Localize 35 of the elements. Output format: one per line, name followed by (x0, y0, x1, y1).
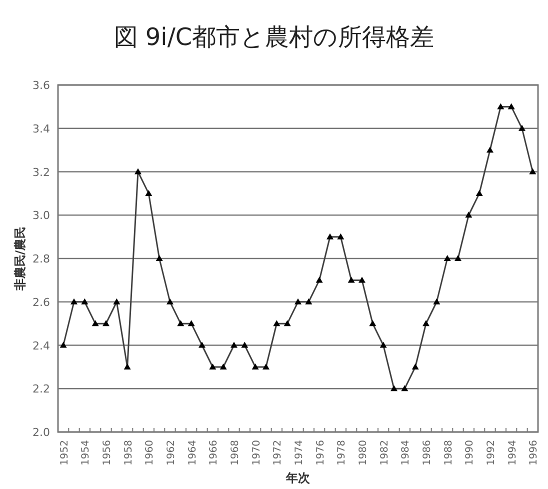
x-tick-label: 1954 (80, 440, 92, 466)
x-tick-label: 1958 (123, 440, 134, 466)
x-tick-label: 1972 (272, 440, 284, 466)
x-tick-label: 1994 (507, 440, 518, 466)
y-tick-label: 2.6 (32, 296, 50, 309)
x-tick-label: 1996 (528, 440, 540, 466)
x-tick-label: 1992 (486, 440, 497, 466)
x-tick-label: 1980 (358, 440, 369, 466)
x-axis-title: 年次 (285, 471, 311, 485)
x-tick-label: 1952 (59, 440, 70, 466)
y-tick-label: 2.2 (32, 382, 50, 396)
y-tick-label: 2.0 (32, 426, 50, 439)
x-tick-label: 1976 (315, 440, 326, 466)
x-tick-label: 1968 (230, 440, 241, 466)
x-tick-label: 1956 (102, 440, 113, 466)
y-tick-label: 3.4 (32, 122, 50, 136)
x-tick-label: 1964 (187, 440, 198, 466)
x-tick-label: 1988 (443, 440, 454, 466)
x-tick-label: 1960 (144, 440, 156, 466)
y-tick-label: 3.2 (32, 166, 50, 179)
x-tick-label: 1974 (294, 440, 305, 466)
y-tick-label: 2.8 (32, 252, 50, 266)
x-tick-label: 1990 (464, 440, 476, 466)
chart-title: 図 9i/C都市と農村の所得格差 (114, 23, 434, 51)
y-axis-title: 非農民/農民 (13, 226, 27, 292)
x-tick-label: 1966 (208, 440, 220, 466)
x-tick-label: 1982 (379, 440, 390, 466)
x-tick-label: 1970 (251, 440, 262, 466)
y-tick-label: 3.0 (32, 209, 50, 222)
x-tick-label: 1962 (166, 440, 177, 466)
y-tick-label: 2.4 (32, 339, 50, 352)
x-tick-label: 1984 (400, 440, 412, 466)
y-tick-label: 3.6 (32, 79, 50, 92)
x-tick-label: 1986 (422, 440, 433, 466)
x-tick-label: 1978 (336, 440, 348, 466)
